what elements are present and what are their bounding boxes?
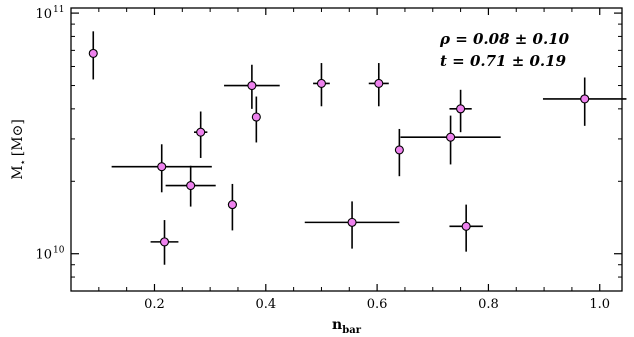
data-point: [227, 200, 237, 210]
t-statistic-annotation: t = 0.71 ± 0.19: [440, 52, 567, 70]
x-tick-label: 0.2: [144, 297, 165, 312]
data-point: [247, 80, 257, 91]
data-point: [196, 127, 206, 137]
data-point: [316, 78, 327, 89]
x-tick-label: 0.6: [367, 297, 388, 312]
data-point: [88, 48, 98, 58]
data-point: [394, 145, 404, 155]
x-axis-label: nbar: [332, 317, 362, 336]
spearman-rho-annotation: ρ = 0.08 ± 0.10: [439, 30, 570, 48]
plot-frame: [70, 7, 623, 292]
x-tick-label: 1.0: [589, 297, 610, 312]
data-point: [159, 237, 170, 247]
data-point: [251, 112, 261, 122]
data-point: [446, 132, 456, 142]
data-point: [461, 221, 471, 231]
y-tick-label: 10: [35, 248, 52, 263]
x-tick-label: 0.8: [478, 297, 499, 312]
tick-layer: [71, 8, 622, 291]
y-tick-label: 10: [35, 7, 52, 22]
data-point: [580, 94, 590, 104]
data-point: [157, 162, 167, 172]
y-tick-exponent: 10: [53, 246, 65, 256]
y-axis-label: M⋆[M⊙]: [10, 119, 29, 180]
data-point: [374, 78, 384, 89]
y-tick-exponent: 11: [53, 5, 64, 15]
marker-layer: [88, 48, 590, 247]
data-point: [347, 217, 357, 227]
x-tick-label: 0.4: [255, 297, 276, 312]
data-point: [186, 181, 196, 191]
data-point: [456, 104, 466, 114]
